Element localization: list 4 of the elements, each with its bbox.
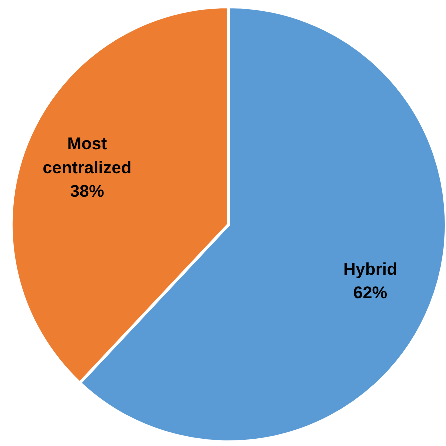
data-label: 62% bbox=[354, 284, 388, 303]
slice-label: Hybrid bbox=[344, 260, 398, 279]
data-label: 38% bbox=[70, 182, 104, 202]
slice-label: Most centralized bbox=[42, 134, 132, 178]
